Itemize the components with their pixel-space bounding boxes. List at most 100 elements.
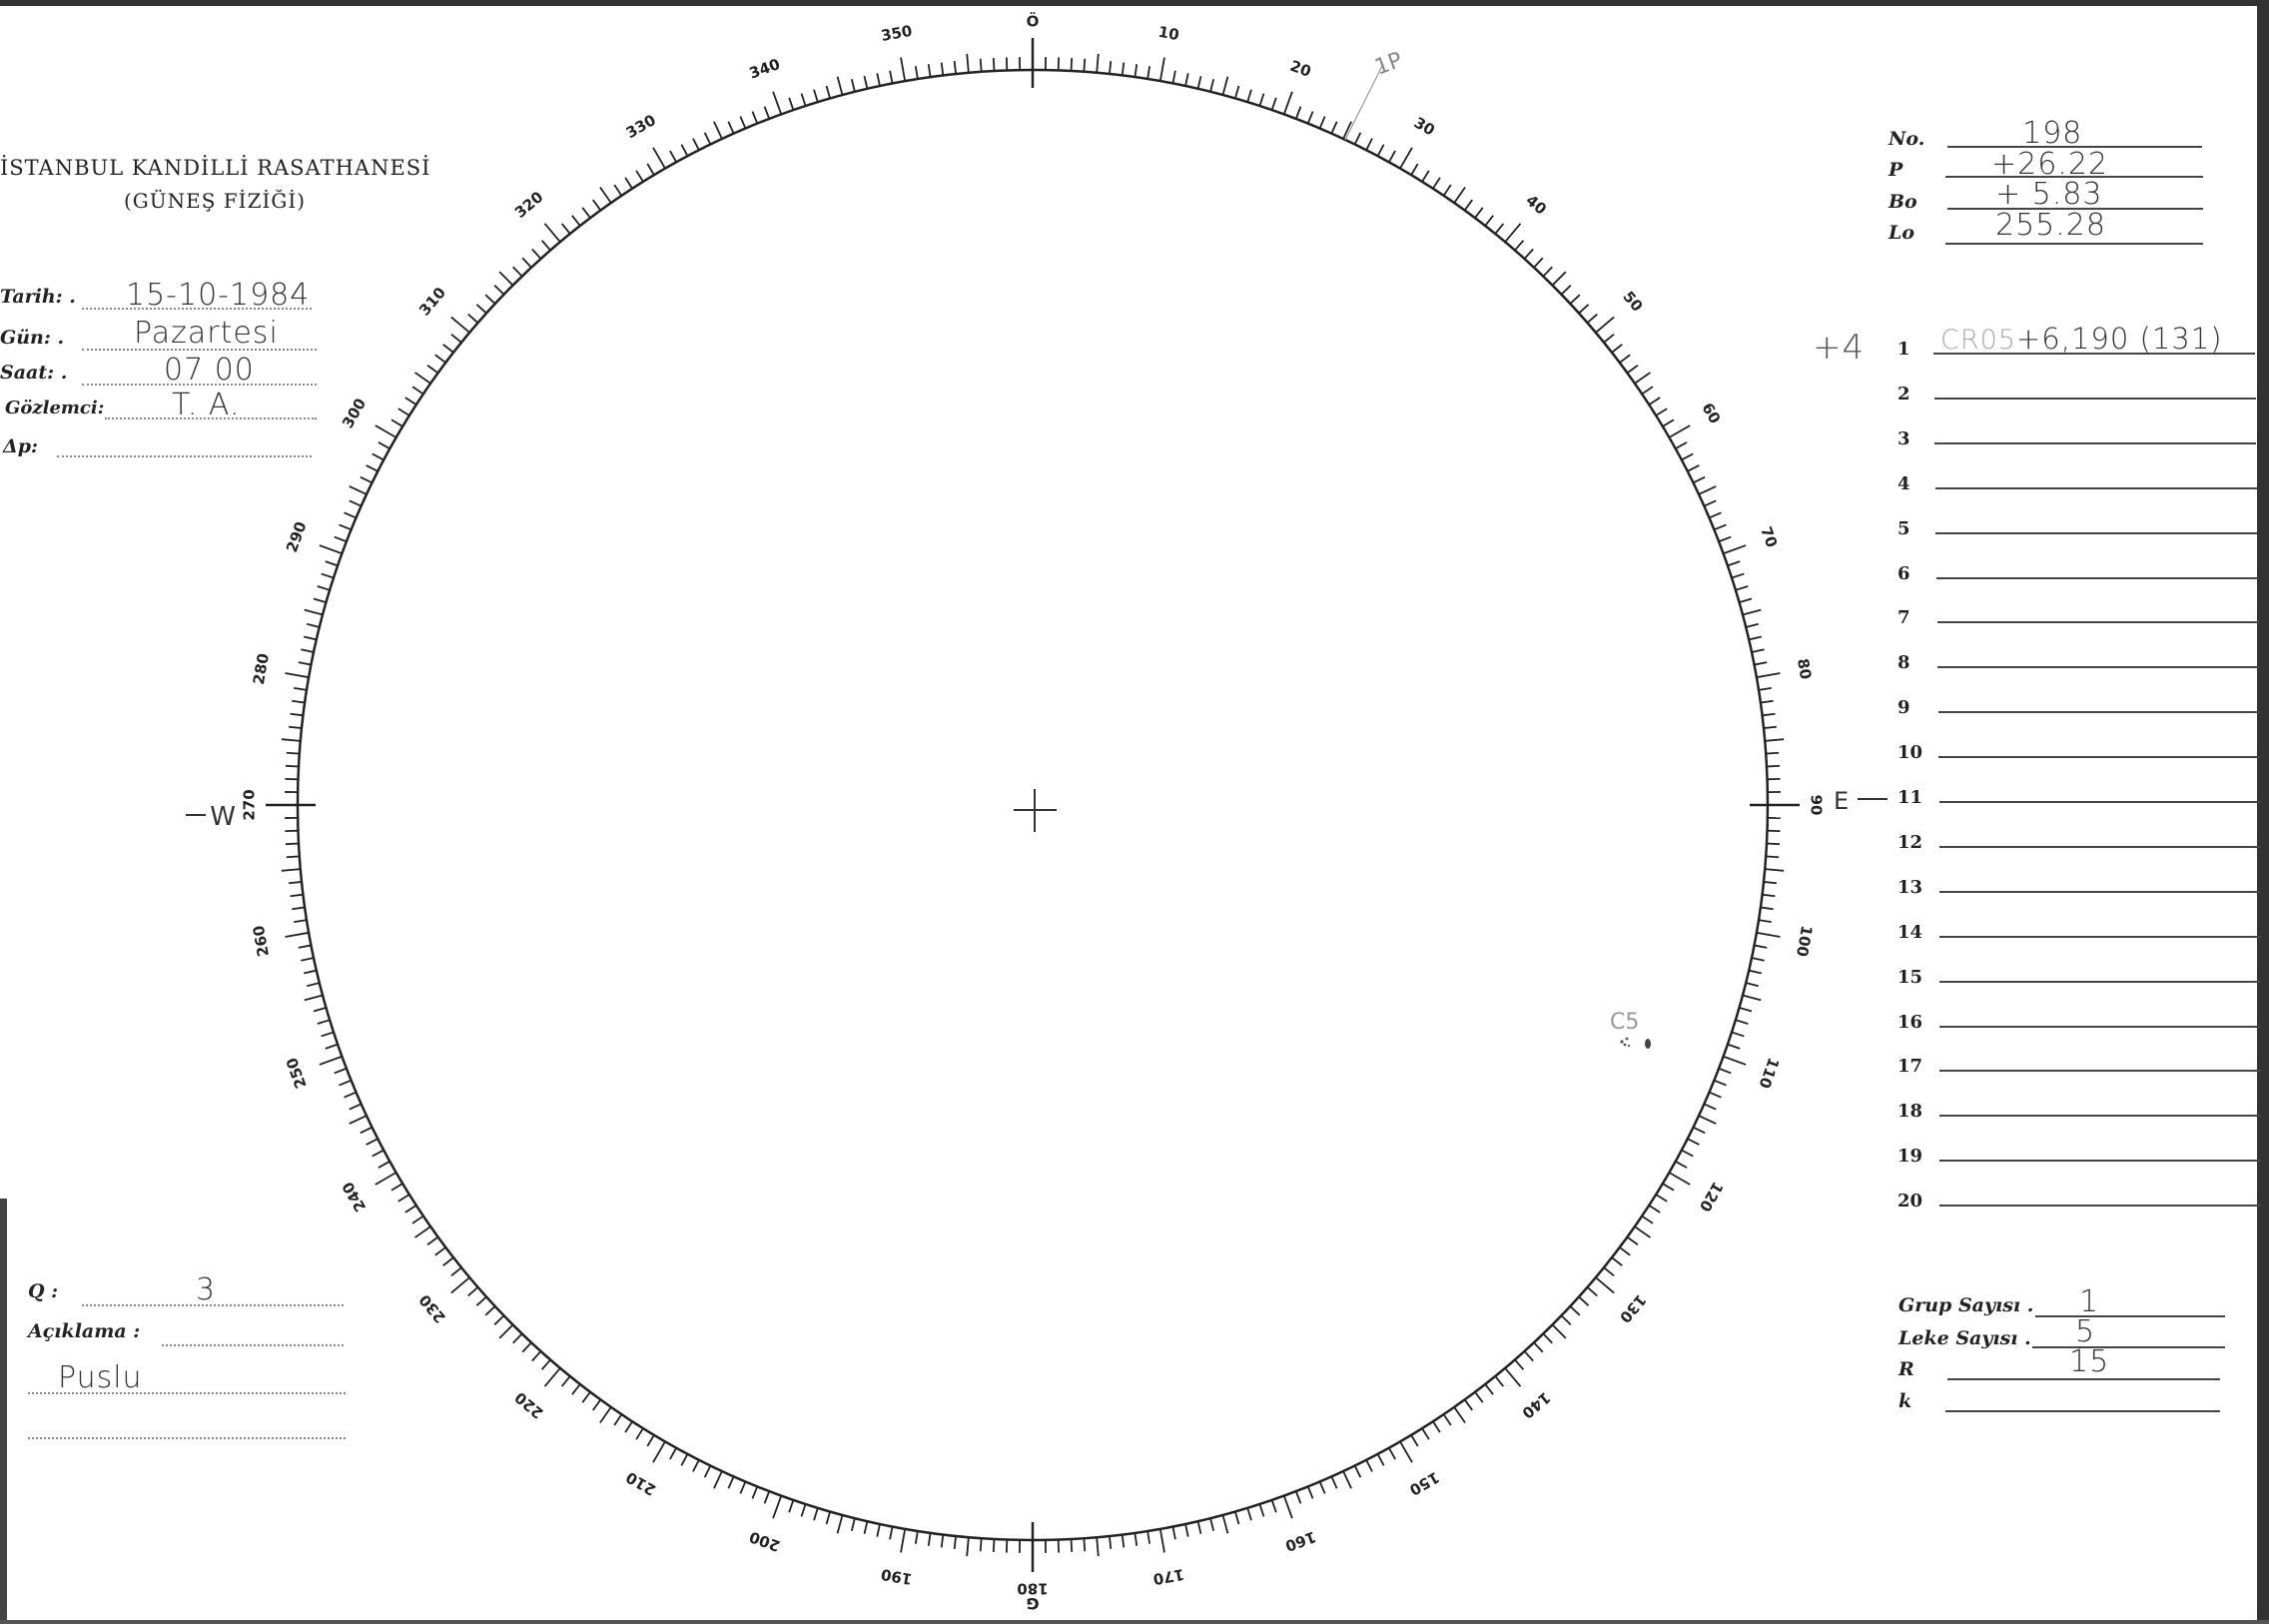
field-value-day[interactable]: Pazartesi <box>134 316 279 351</box>
degree-tick <box>289 881 303 885</box>
degree-label: 180 <box>1017 1580 1048 1598</box>
group-row-line[interactable] <box>1939 845 2261 848</box>
group-row-line[interactable] <box>1933 353 2255 355</box>
degree-tick <box>1109 1535 1113 1549</box>
group-row-line[interactable] <box>1937 666 2260 669</box>
group-row-line[interactable] <box>1939 801 2261 803</box>
group-row-line[interactable] <box>1939 890 2261 893</box>
degree-tick <box>624 177 633 190</box>
degree-tick <box>1763 881 1777 885</box>
group-entry-1[interactable]: CR05+6,190 (131) <box>1940 322 2223 356</box>
degree-tick <box>1258 93 1265 107</box>
group-row-line[interactable] <box>1937 711 2260 714</box>
group-row-line[interactable] <box>1934 441 2257 444</box>
degree-tick <box>285 842 300 846</box>
degree-tick <box>1714 1079 1727 1087</box>
degree-tick <box>1758 686 1772 691</box>
degree-tick <box>390 418 403 427</box>
degree-tick <box>1146 1530 1151 1544</box>
group-count-value[interactable]: 1 <box>2079 1284 2100 1319</box>
r-value[interactable]: 15 <box>2069 1344 2110 1379</box>
group-row-line[interactable] <box>1935 531 2258 534</box>
degree-tick <box>1158 57 1165 82</box>
degree-tick <box>1270 97 1277 111</box>
group-row-line[interactable] <box>1936 576 2258 579</box>
degree-tick <box>1704 499 1717 507</box>
degree-label: 260 <box>250 924 273 958</box>
degree-tick <box>889 1526 894 1540</box>
degree-ticks <box>266 38 1800 1572</box>
degree-tick <box>1096 1537 1100 1557</box>
degree-tick <box>1376 144 1385 157</box>
ephemeris-value-p[interactable]: +26.22 <box>1991 147 2109 182</box>
degree-tick <box>1687 464 1700 472</box>
degree-tick <box>1619 1246 1631 1256</box>
degree-tick <box>772 91 783 115</box>
degree-tick <box>813 1507 819 1521</box>
degree-tick <box>1410 163 1419 176</box>
group-row-line[interactable] <box>1939 1205 2261 1208</box>
degree-tick <box>1410 1434 1419 1447</box>
group-row-line[interactable] <box>1933 397 2256 400</box>
degree-tick <box>1432 177 1441 190</box>
degree-tick <box>652 1440 666 1463</box>
ephemeris-value-bo[interactable]: + 5.83 <box>1995 177 2103 212</box>
field-value-time[interactable]: 07 00 <box>164 353 255 388</box>
degree-tick <box>1698 1115 1717 1125</box>
group-row-line[interactable] <box>1939 935 2261 938</box>
group-row-line[interactable] <box>1938 756 2261 759</box>
degree-tick <box>1121 62 1126 76</box>
degree-tick <box>1109 61 1113 75</box>
degree-tick <box>825 85 831 99</box>
degree-tick <box>1735 585 1749 591</box>
degree-tick <box>1453 1406 1466 1423</box>
degree-label: 20 <box>1287 57 1313 81</box>
field-value-observer[interactable]: T. A. <box>172 388 241 422</box>
degree-tick <box>1246 89 1252 103</box>
degree-tick <box>301 648 315 653</box>
k-label: k <box>1898 1390 1912 1412</box>
group-row-line[interactable] <box>1939 1115 2261 1118</box>
degree-tick <box>979 1538 983 1552</box>
degree-tick <box>703 132 712 145</box>
remark-value[interactable]: Puslu <box>58 1360 143 1395</box>
degree-tick <box>1196 75 1202 90</box>
degree-tick <box>1641 1215 1654 1224</box>
group-row-line[interactable] <box>1939 1025 2261 1028</box>
field-label-date: Tarih: . <box>0 286 76 308</box>
spot-count-value[interactable]: 5 <box>2075 1314 2096 1349</box>
degree-tick <box>1134 64 1138 78</box>
group-row-line[interactable] <box>1939 980 2261 983</box>
ephemeris-value-no[interactable]: 198 <box>2022 116 2083 151</box>
field-value-date[interactable]: 15-10-1984 <box>126 278 311 313</box>
degree-tick <box>1083 58 1087 72</box>
degree-tick <box>1766 764 1781 768</box>
group-row-line[interactable] <box>1934 486 2257 489</box>
degree-tick <box>1318 116 1326 129</box>
degree-tick <box>1209 1517 1215 1531</box>
degree-tick <box>1421 170 1430 183</box>
quality-value[interactable]: 3 <box>196 1272 217 1307</box>
group-row-line[interactable] <box>1939 1070 2261 1073</box>
degree-tick <box>1258 1503 1265 1517</box>
degree-tick <box>543 1367 561 1387</box>
west-label: W <box>210 802 236 832</box>
degree-tick <box>281 738 301 742</box>
degree-tick <box>703 1465 712 1478</box>
group-row-number: 10 <box>1897 742 1923 764</box>
ephemeris-value-lo[interactable]: 255.28 <box>1995 208 2106 243</box>
degree-label: 190 <box>880 1565 914 1588</box>
degree-tick <box>966 53 970 73</box>
degree-tick <box>1282 1495 1293 1519</box>
degree-tick <box>372 1149 384 1158</box>
degree-tick <box>1709 1091 1722 1099</box>
group-row-line[interactable] <box>1939 1160 2261 1163</box>
degree-tick <box>1586 313 1598 324</box>
degree-tick <box>411 386 424 396</box>
degree-tick <box>512 266 523 278</box>
degree-tick <box>360 475 373 484</box>
degree-tick <box>286 855 300 859</box>
group-row-line[interactable] <box>1936 621 2259 624</box>
degree-tick <box>1762 893 1776 898</box>
